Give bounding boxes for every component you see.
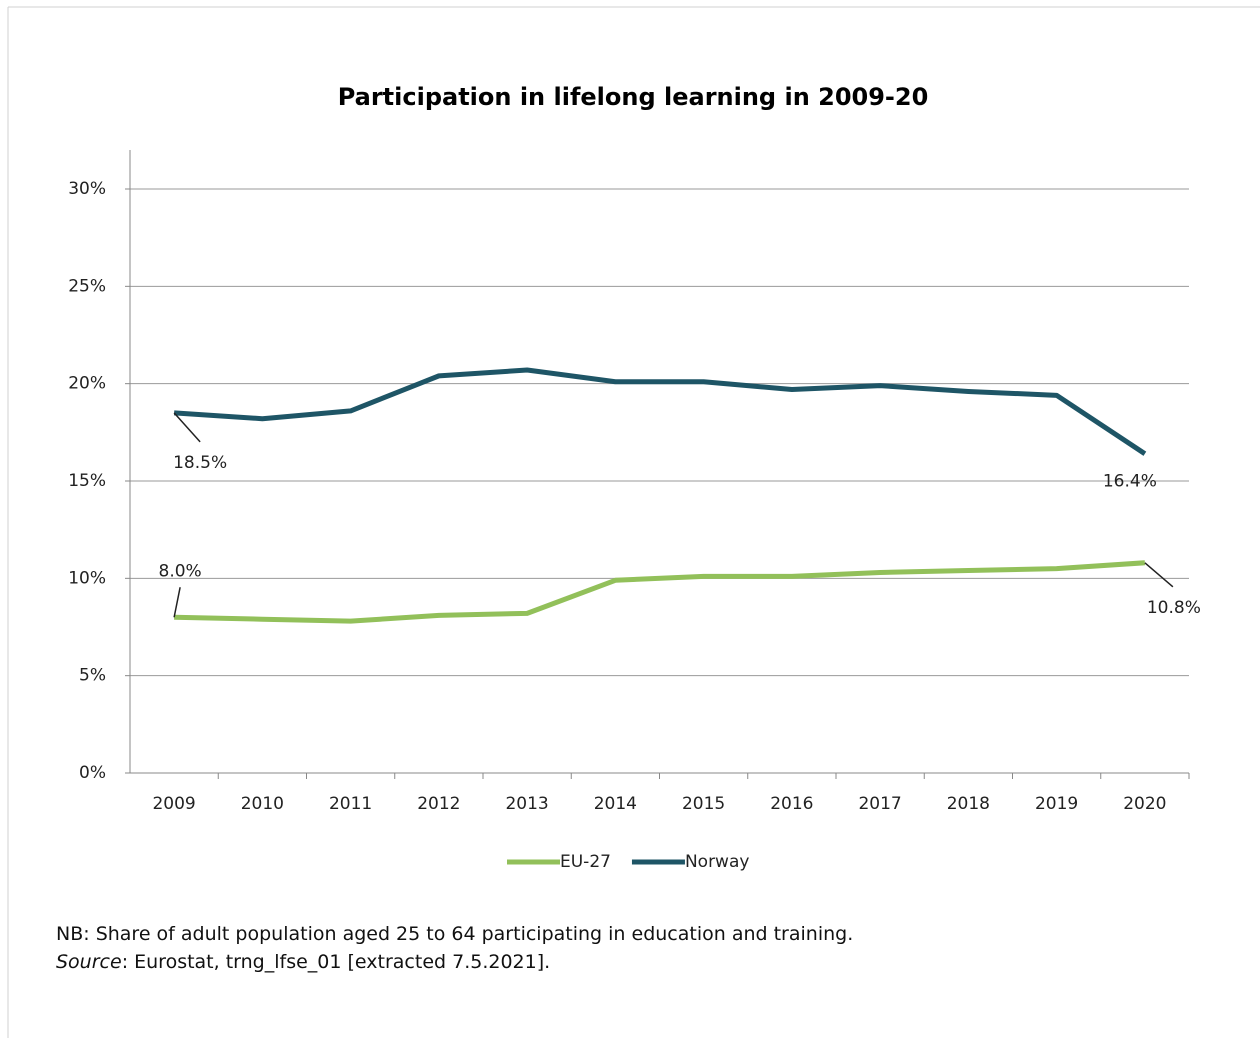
data-label: 8.0% <box>159 561 202 581</box>
x-tick-label: 2013 <box>505 794 548 814</box>
legend-label: EU-27 <box>560 852 611 872</box>
y-tick-label: 10% <box>68 568 106 588</box>
legend-label: Norway <box>685 852 750 872</box>
label-leader <box>173 587 181 618</box>
x-tick-label: 2014 <box>594 794 637 814</box>
x-tick-label: 2009 <box>152 794 195 814</box>
x-tick-label: 2011 <box>329 794 372 814</box>
x-tick-label: 2010 <box>241 794 284 814</box>
x-tick-label: 2020 <box>1123 794 1166 814</box>
y-tick-label: 5% <box>79 666 106 686</box>
data-label: 18.5% <box>173 453 227 473</box>
y-tick-label: 15% <box>68 471 106 491</box>
y-tick-label: 25% <box>68 276 106 296</box>
x-tick-label: 2019 <box>1035 794 1078 814</box>
label-leader <box>173 412 201 443</box>
y-tick-label: 20% <box>68 374 106 394</box>
note: NB: Share of adult population aged 25 to… <box>56 923 854 945</box>
x-tick-label: 2015 <box>682 794 725 814</box>
y-tick-label: 30% <box>68 179 106 199</box>
series-line <box>173 367 1147 456</box>
x-tick-label: 2018 <box>947 794 990 814</box>
source: Source: Eurostat, trng_lfse_01 [extracte… <box>56 951 550 973</box>
x-tick-label: 2012 <box>417 794 460 814</box>
chart-title: Participation in lifelong learning in 20… <box>338 83 929 111</box>
source-label: Source <box>56 951 122 973</box>
series-line <box>174 560 1146 624</box>
y-tick-label: 0% <box>79 763 106 783</box>
label-leader <box>1144 562 1174 588</box>
x-tick-label: 2016 <box>770 794 813 814</box>
data-label: 16.4% <box>1103 472 1157 492</box>
data-label: 10.8% <box>1147 598 1201 618</box>
x-tick-label: 2017 <box>858 794 901 814</box>
source-text: : Eurostat, trng_lfse_01 [extracted 7.5.… <box>121 951 551 973</box>
